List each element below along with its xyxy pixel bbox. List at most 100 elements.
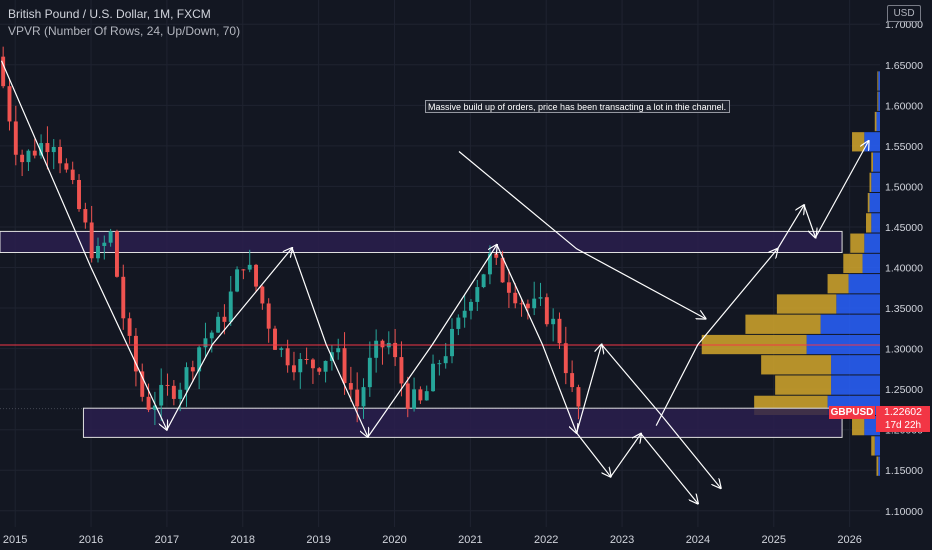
candle-down: [342, 348, 347, 384]
volume-row-up: [874, 436, 880, 456]
candle-down: [127, 318, 132, 336]
price-tick-label: 1.30000: [885, 344, 923, 356]
candles: [1, 46, 581, 426]
time-tick-label: 2018: [231, 534, 255, 546]
candle-up: [247, 264, 252, 270]
time-tick-label: 2025: [762, 534, 786, 546]
candle-down: [563, 343, 568, 374]
candle-up: [412, 389, 417, 409]
candle-up: [374, 340, 379, 358]
candle-down: [146, 396, 151, 410]
candle-down: [254, 264, 258, 287]
currency-badge[interactable]: USD: [887, 5, 921, 22]
volume-row-down: [745, 314, 821, 334]
candle-up: [209, 332, 214, 339]
candle-up: [462, 310, 467, 318]
time-tick-label: 2020: [382, 534, 406, 546]
candle-down: [45, 143, 50, 153]
candle-down: [266, 303, 271, 329]
price-tick-label: 1.40000: [885, 263, 923, 275]
price-tick-label: 1.50000: [885, 181, 923, 193]
candle-down: [500, 257, 505, 283]
volume-row-down: [867, 192, 870, 213]
support-zone: [82, 407, 843, 438]
time-tick-label: 2015: [3, 534, 27, 546]
price-tick-label: 1.65000: [885, 60, 923, 72]
candle-up: [216, 316, 221, 333]
volume-row-down: [874, 111, 877, 132]
candle-down: [114, 231, 119, 277]
trend-arrow: [640, 433, 698, 504]
candle-down: [525, 303, 530, 309]
trend-arrow: [814, 141, 869, 238]
candle-up: [361, 387, 366, 407]
candle-up: [159, 384, 164, 406]
indicator-legend[interactable]: VPVR (Number Of Rows, 24, Up/Down, 70): [8, 24, 241, 38]
candle-down: [20, 154, 25, 163]
candle-down: [506, 282, 511, 293]
volume-row-down: [866, 213, 872, 233]
price-tick-label: 1.15000: [885, 465, 923, 477]
trend-arrow: [458, 151, 706, 319]
candle-down: [570, 373, 575, 388]
candle-up: [469, 301, 473, 311]
volume-row-up: [864, 132, 880, 152]
candle-up: [184, 367, 189, 390]
volume-profile: [701, 71, 880, 476]
candle-up: [456, 317, 461, 329]
price-tick-label: 1.55000: [885, 141, 923, 153]
candle-down: [494, 253, 499, 258]
candle-up: [235, 269, 240, 292]
candle-down: [13, 121, 18, 155]
price-tick-label: 1.45000: [885, 222, 923, 234]
volume-row-down: [827, 274, 849, 294]
trend-arrow: [496, 244, 577, 433]
volume-row-down: [761, 355, 832, 375]
candle-down: [304, 359, 309, 361]
trend-arrow: [576, 345, 602, 434]
time-tick-label: 2024: [686, 534, 710, 546]
candle-down: [513, 292, 518, 304]
candle-down: [121, 276, 126, 319]
candle-down: [576, 387, 581, 407]
candle-down: [348, 383, 353, 390]
volume-row-up: [831, 355, 880, 375]
price-axis[interactable]: 1.100001.150001.200001.250001.300001.350…: [880, 0, 932, 550]
price-axis-bg: [880, 0, 932, 550]
volume-row-down: [850, 233, 865, 253]
price-tick-label: 1.35000: [885, 303, 923, 315]
volume-row-up: [873, 152, 880, 172]
volume-row-up: [869, 192, 880, 213]
volume-row-up: [878, 71, 880, 91]
candle-up: [108, 231, 113, 243]
candle-up: [431, 363, 436, 392]
candle-down: [273, 328, 277, 350]
volume-row-down: [871, 152, 874, 172]
trend-arrow: [291, 247, 368, 437]
candle-up: [228, 291, 233, 322]
trend-arrow: [610, 434, 641, 478]
volume-row-up: [878, 91, 880, 111]
volume-row-down: [877, 71, 879, 91]
trend-arrow: [601, 344, 721, 489]
arrows[interactable]: [0, 60, 869, 504]
time-axis[interactable]: 2015 2016 2017 2018 2019 2020 2021 2022 2023 2024…: [0, 527, 932, 550]
candle-down: [393, 342, 398, 358]
candle-down: [418, 389, 423, 401]
trend-arrow: [655, 249, 777, 426]
volume-row-down: [852, 132, 865, 152]
candle-up: [323, 360, 328, 372]
time-axis-bg: [0, 527, 932, 550]
grid: [0, 0, 880, 527]
candle-up: [96, 245, 100, 259]
candle-down: [1, 56, 6, 87]
candle-down: [557, 318, 562, 344]
text-annotation[interactable]: Massive build up of orders, price has be…: [425, 100, 730, 113]
candle-down: [380, 340, 385, 348]
candle-up: [298, 359, 303, 373]
candle-down: [544, 297, 549, 325]
volume-row-up: [862, 253, 880, 274]
candle-down: [317, 368, 322, 372]
